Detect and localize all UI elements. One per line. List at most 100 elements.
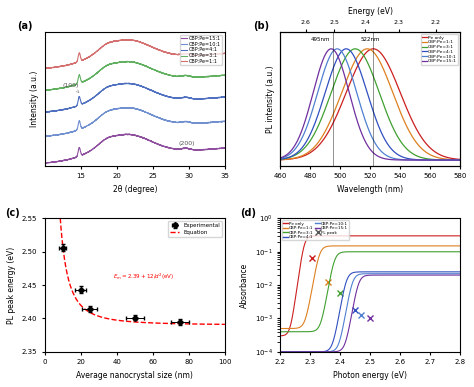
CBP:Pe=1:1: [219, 51, 224, 56]
CBP:Pe=3:1: [290, 154, 295, 159]
CBP:Pe=10:1: [42, 134, 47, 139]
Equation: [144, 320, 149, 325]
CBP:Pe=10:1: [422, 158, 428, 163]
CBP:Pe=1:1: [222, 51, 228, 56]
Text: 522nm: 522nm: [361, 37, 380, 42]
CBP:Pe=1:1: [43, 66, 48, 71]
CBP:Pe=15:1: [356, 123, 362, 128]
Pe only: [404, 106, 410, 111]
Pe only: [401, 233, 407, 238]
CBP:Pe=1:1: [296, 325, 301, 330]
CBP:Pe=3:1: [349, 48, 355, 52]
CBP:Pe=4:1: [290, 153, 295, 158]
CBP:Pe=10:1: [111, 107, 117, 111]
CBP:Pe=10:1: [119, 106, 125, 111]
Y-axis label: Absorbance: Absorbance: [240, 262, 249, 308]
CBP:Pe=15:1: [422, 158, 428, 163]
Line: Pe only: Pe only: [273, 49, 468, 160]
CBP:Pe=15:1: [426, 158, 431, 163]
CBP:Pe=4:1: [73, 104, 79, 108]
Pe only: [350, 233, 356, 238]
CBP:Pe=15:1: [350, 305, 356, 310]
CBP:Pe=4:1: [344, 46, 349, 51]
CBP:Pe=4:1: [42, 110, 47, 115]
CBP:Pe=3:1: [418, 250, 423, 254]
Pe only: [356, 62, 362, 66]
X-axis label: 2θ (degree): 2θ (degree): [112, 185, 157, 194]
CBP:Pe=10:1: [426, 158, 431, 163]
CBP:Pe=15:1: [119, 133, 125, 137]
CBP:Pe=15:1: [349, 100, 355, 104]
CBP:Pe=15:1: [457, 273, 463, 277]
CBP:Pe=1:1: [404, 124, 410, 129]
CBP:Pe=3:1: [401, 250, 407, 254]
CBP:Pe=10:1: [438, 271, 443, 276]
Pe only: [426, 144, 431, 149]
Pe only: [356, 233, 362, 238]
CBP:Pe=15:1: [296, 349, 301, 354]
CBP:Pe=10:1: [277, 349, 283, 354]
CBP:Pe=15:1: [122, 132, 128, 137]
Line: CBP:Pe=10:1: CBP:Pe=10:1: [273, 49, 468, 160]
Pe only: [296, 275, 301, 279]
CBP:Pe=4:1: [465, 158, 471, 163]
CBP:Pe=1:1: [73, 60, 79, 65]
CBP:Pe=10:1: [401, 271, 407, 276]
Text: 495nm: 495nm: [311, 37, 330, 42]
CBP:Pe=15:1: [73, 155, 79, 160]
CBP:Pe=3:1: [356, 48, 362, 52]
Line: Equation: Equation: [54, 5, 225, 324]
CBP:Pe=3:1: [111, 61, 117, 65]
Text: (c): (c): [5, 208, 20, 218]
CBP:Pe=4:1: [350, 271, 356, 275]
Pe only: [290, 156, 295, 161]
CBP:Pe=10:1: [290, 150, 295, 154]
CBP:Pe=1:1: [63, 63, 68, 68]
CBP:Pe=10:1: [222, 119, 228, 124]
CBP:Pe=3:1: [356, 250, 362, 254]
CBP:Pe=10:1: [421, 271, 427, 276]
CBP:Pe=10:1: [296, 349, 301, 354]
Equation: [218, 322, 224, 327]
CBP:Pe=3:1: [421, 250, 427, 254]
CBP:Pe=3:1: [420, 250, 426, 254]
CBP:Pe=1:1: [401, 243, 407, 248]
Text: (b): (b): [253, 21, 269, 31]
Equation: [133, 320, 139, 324]
Line: CBP:Pe=1:1: CBP:Pe=1:1: [273, 49, 468, 160]
X-axis label: Photon energy (eV): Photon energy (eV): [333, 371, 407, 380]
Line: CBP:Pe=3:1: CBP:Pe=3:1: [45, 62, 225, 91]
CBP:Pe=15:1: [404, 158, 410, 163]
X-axis label: Energy (eV): Energy (eV): [348, 7, 393, 16]
CBP:Pe=1:1: [356, 53, 362, 57]
CBP:Pe=1:1: [418, 243, 424, 248]
CBP:Pe=1:1: [465, 158, 471, 162]
CBP:Pe=3:1: [404, 147, 410, 151]
CBP:Pe=3:1: [353, 46, 358, 51]
CBP:Pe=3:1: [277, 329, 283, 334]
Pe only: [375, 233, 381, 238]
Line: CBP:Pe=15:1: CBP:Pe=15:1: [273, 49, 468, 160]
CBP:Pe=10:1: [63, 131, 68, 136]
CBP:Pe=10:1: [219, 119, 224, 124]
Line: CBP:Pe=15:1: CBP:Pe=15:1: [280, 275, 460, 352]
CBP:Pe=15:1: [277, 349, 283, 354]
CBP:Pe=15:1: [465, 158, 471, 163]
CBP:Pe=4:1: [296, 349, 301, 354]
Line: CBP:Pe=15:1: CBP:Pe=15:1: [45, 134, 225, 163]
CBP:Pe=3:1: [63, 85, 68, 90]
Pe only: [465, 158, 471, 162]
CBP:Pe=15:1: [111, 134, 117, 138]
CBP:Pe=1:1: [426, 152, 431, 156]
CBP:Pe=1:1: [42, 66, 47, 71]
CBP:Pe=1:1: [405, 243, 410, 248]
Text: $E_m = 2.39 + 12/d^2\mathrm{(eV)}$: $E_m = 2.39 + 12/d^2\mathrm{(eV)}$: [113, 271, 174, 282]
Legend: CBP:Pe=15:1, CBP:Pe=10:1, CBP:Pe=4:1, CBP:Pe=3:1, CBP:Pe=1:1: CBP:Pe=15:1, CBP:Pe=10:1, CBP:Pe=4:1, CB…: [180, 34, 222, 65]
CBP:Pe=4:1: [111, 83, 117, 87]
CBP:Pe=10:1: [350, 279, 356, 284]
CBP:Pe=1:1: [349, 65, 355, 70]
CBP:Pe=3:1: [465, 158, 471, 163]
CBP:Pe=10:1: [270, 157, 275, 162]
CBP:Pe=4:1: [270, 158, 275, 162]
CBP:Pe=4:1: [199, 96, 205, 101]
